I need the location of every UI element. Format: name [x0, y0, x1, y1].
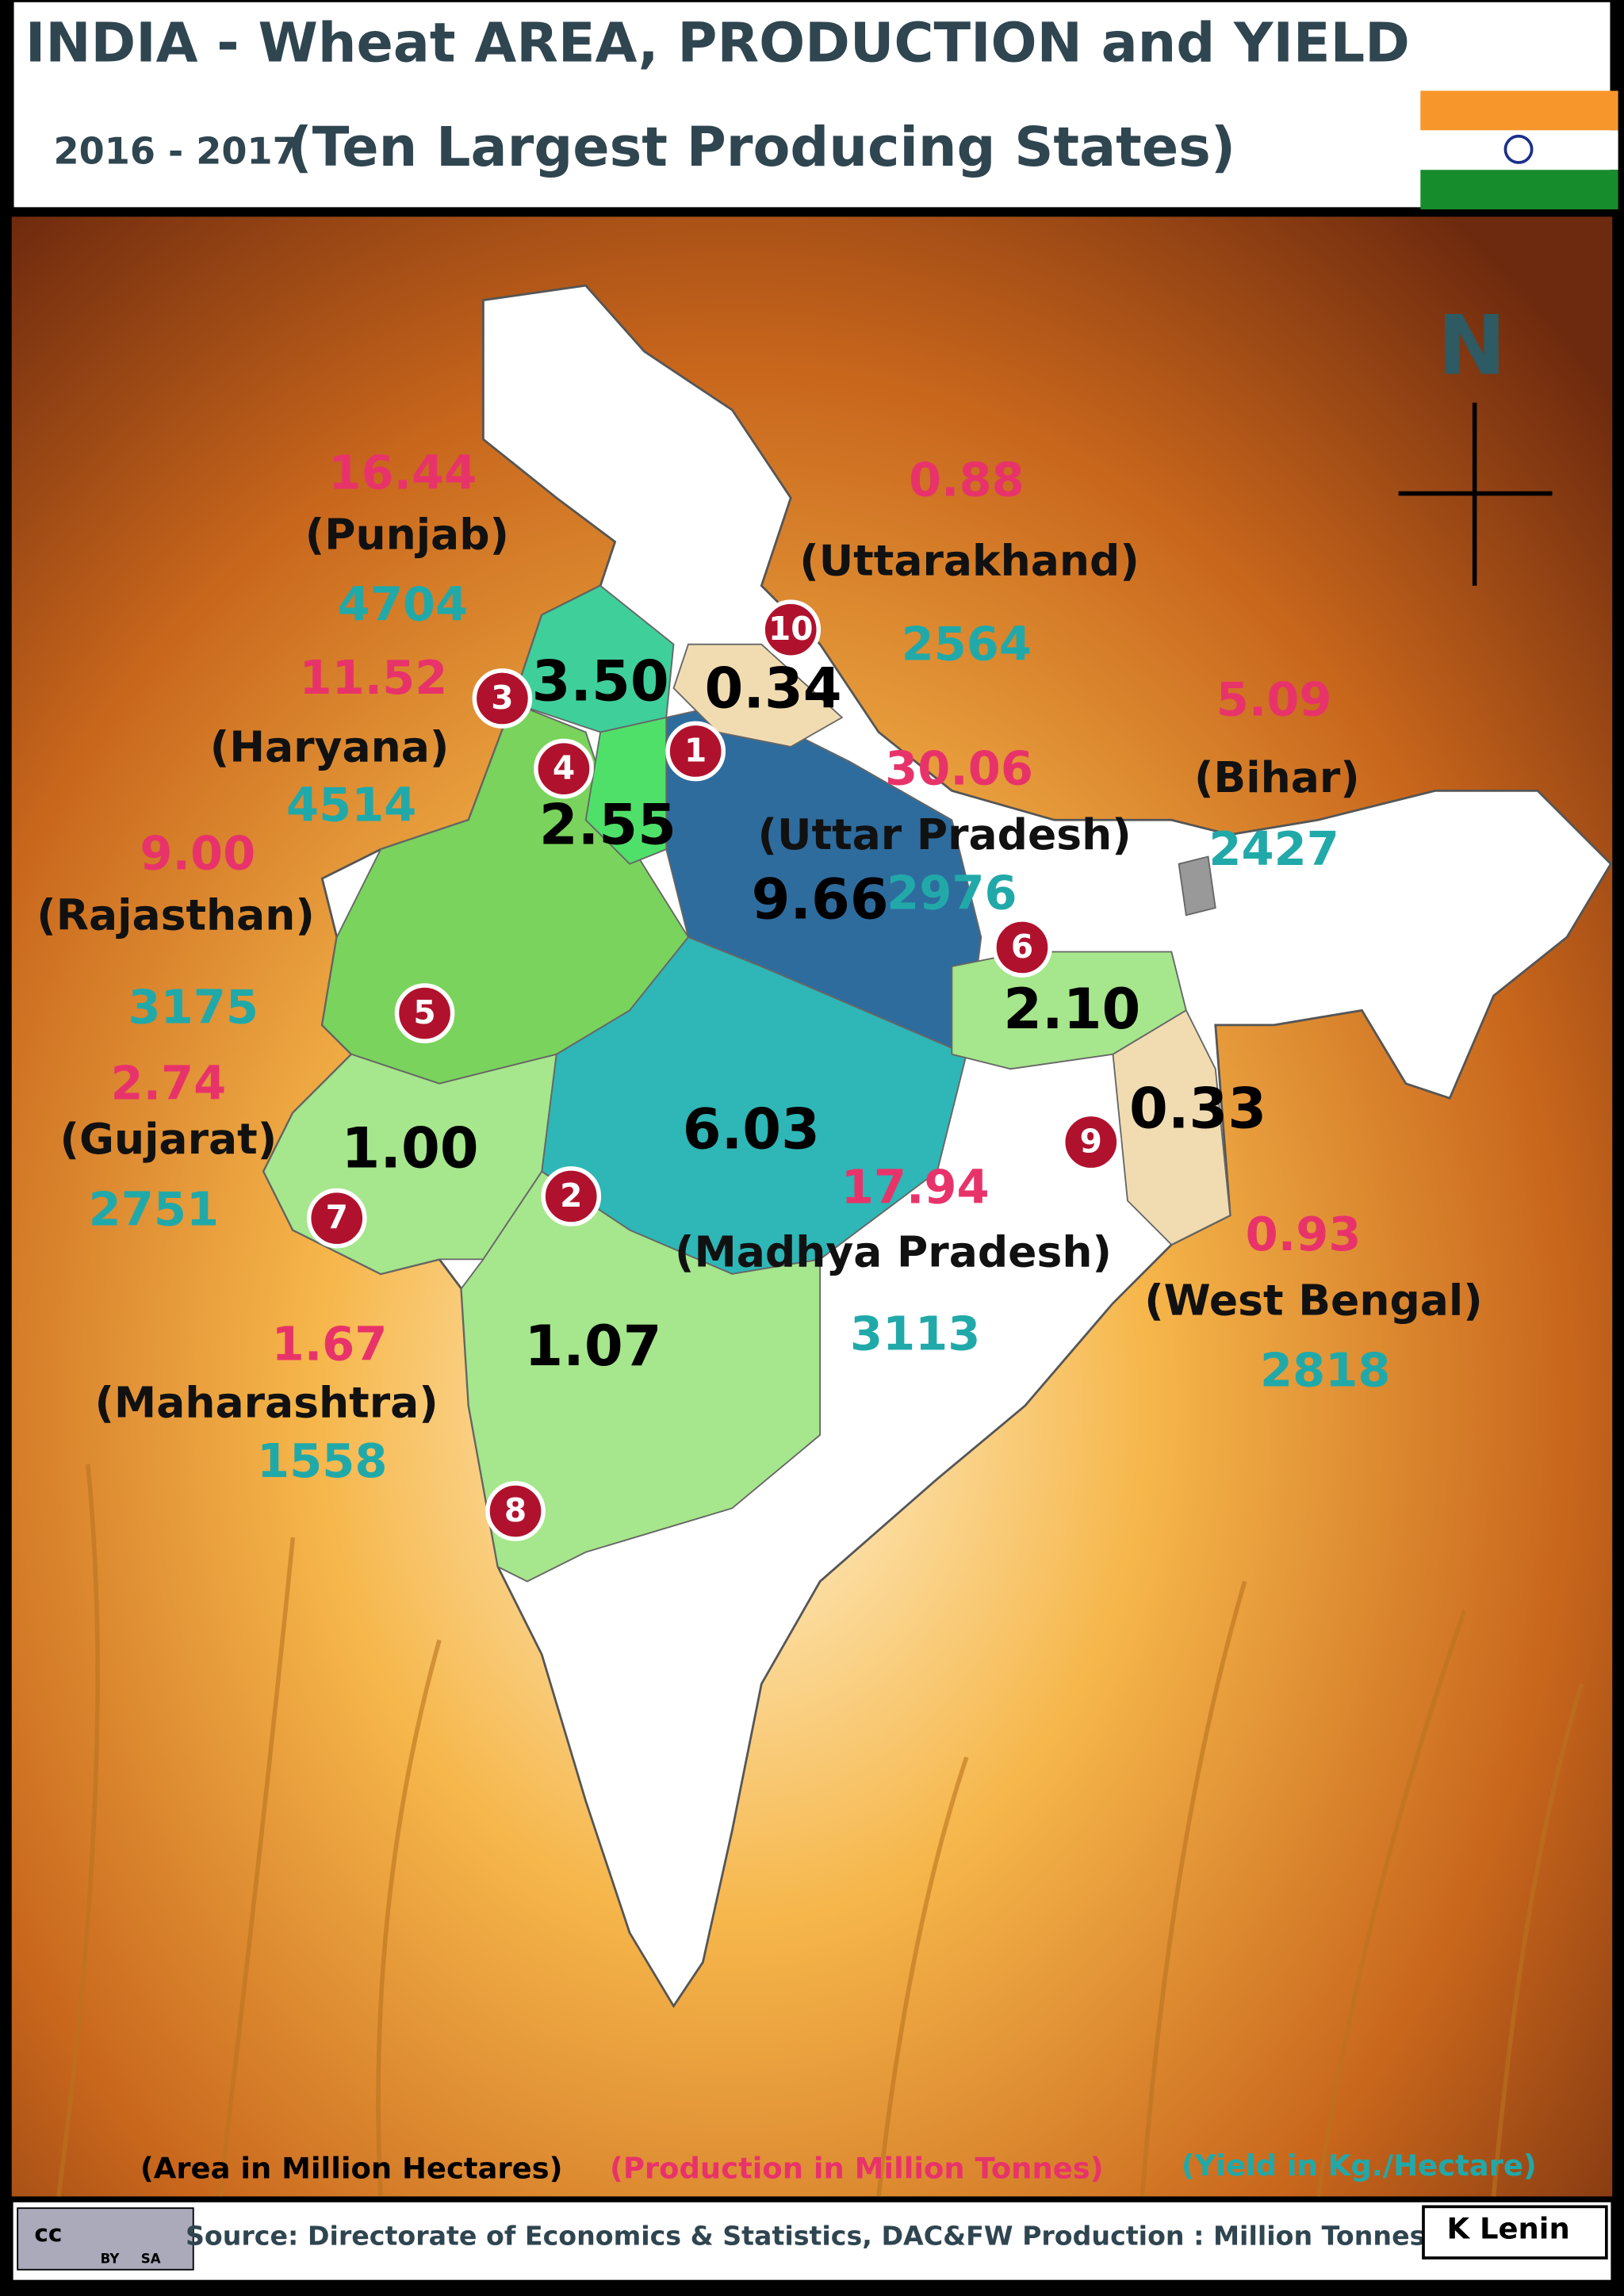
state-name: (West Bengal): [1144, 1275, 1483, 1325]
footer-bar: [10, 2199, 1614, 2283]
area-label: 0.34: [705, 656, 842, 721]
compass-cross: [1398, 402, 1553, 586]
state-name: (Maharashtra): [94, 1378, 438, 1428]
production-label: 5.09: [1216, 672, 1332, 727]
production-label: 11.52: [299, 650, 447, 705]
yield-label: 2976: [887, 865, 1017, 920]
yield-label: 4514: [286, 778, 416, 832]
production-label: 9.00: [140, 826, 255, 881]
header-box: [10, 0, 1614, 212]
production-label: 17.94: [841, 1160, 990, 1215]
yield-label: 4704: [338, 577, 468, 632]
state-regions: [262, 584, 1231, 1582]
production-label: 30.06: [885, 740, 1033, 795]
cc-logo: cc: [34, 2220, 62, 2247]
state-name: (Uttarakhand): [799, 536, 1139, 586]
rank-marker: [472, 668, 533, 729]
legend-area: (Area in Million Hectares): [140, 2152, 563, 2186]
state-name: (Gujarat): [60, 1114, 278, 1164]
cc-badge: [17, 2207, 194, 2271]
area-label: 2.55: [539, 792, 676, 857]
state-name: (Haryana): [210, 721, 450, 771]
production-label: 1.67: [272, 1316, 388, 1371]
legend-production: (Production in Million Tonnes): [610, 2152, 1104, 2186]
yield-label: 3113: [850, 1306, 980, 1360]
rank-marker: [534, 738, 594, 799]
yield-label: 1558: [257, 1433, 387, 1488]
state-name: (Uttar Pradesh): [758, 809, 1132, 859]
rank-number: 3: [491, 679, 513, 717]
cc-sa: SA: [141, 2251, 161, 2266]
production-label: 0.88: [909, 453, 1025, 507]
author: K Lenin: [1446, 2211, 1569, 2245]
rank-number: 6: [1011, 928, 1033, 966]
rank-number: 7: [326, 1198, 348, 1236]
rank-number: 5: [413, 993, 435, 1031]
title: INDIA - Wheat AREA, PRODUCTION and YIELD: [25, 13, 1410, 75]
area-label: 1.07: [524, 1314, 661, 1379]
rank-number: 1: [684, 731, 707, 769]
rank-marker: [485, 1481, 546, 1541]
rank-marker: [665, 721, 726, 782]
years: 2016 - 2017: [53, 129, 297, 172]
production-label: 2.74: [110, 1056, 226, 1111]
production-label: 0.93: [1246, 1207, 1362, 1261]
state-name: (Madhya Pradesh): [675, 1226, 1112, 1276]
rank-marker: [541, 1166, 602, 1226]
rank-number: 2: [560, 1177, 582, 1215]
area-label: 2.10: [1003, 977, 1140, 1042]
subtitle: (Ten Largest Producing States): [287, 117, 1235, 179]
flag: [1420, 90, 1618, 210]
rank-marker: [760, 599, 822, 660]
area-label: 6.03: [683, 1097, 820, 1162]
production-label: 16.44: [328, 445, 477, 499]
yield-label: 2818: [1260, 1343, 1390, 1398]
state-name: (Rajasthan): [36, 890, 315, 940]
author-box: [1422, 2205, 1608, 2260]
cc-by: BY: [101, 2251, 121, 2266]
compass-north: N: [1438, 299, 1507, 394]
yield-label: 3175: [128, 979, 259, 1034]
state-name: (Punjab): [305, 509, 509, 559]
wheat-stalks: [56, 1464, 1584, 2197]
rank-number: 4: [553, 748, 575, 786]
yield-label: 2751: [89, 1181, 219, 1236]
source: Source: Directorate of Economics & Stati…: [186, 2221, 1425, 2252]
rank-marker: [1060, 1112, 1121, 1173]
state-name: (Bihar): [1194, 752, 1360, 802]
yield-label: 2427: [1208, 821, 1339, 876]
rank-marker: [306, 1188, 367, 1249]
rank-number: 10: [768, 610, 814, 648]
area-label: 1.00: [342, 1116, 479, 1181]
rank-number: 8: [504, 1491, 527, 1529]
area-label: 9.66: [752, 867, 889, 932]
rank-marker: [992, 917, 1052, 978]
rank-number: 9: [1080, 1122, 1102, 1160]
legend-yield: (Yield in Kg./Hectare): [1182, 2149, 1537, 2183]
rank-marker: [394, 983, 455, 1043]
area-label: 0.33: [1129, 1077, 1266, 1142]
area-label: 3.50: [532, 649, 669, 714]
yield-label: 2564: [902, 616, 1032, 671]
